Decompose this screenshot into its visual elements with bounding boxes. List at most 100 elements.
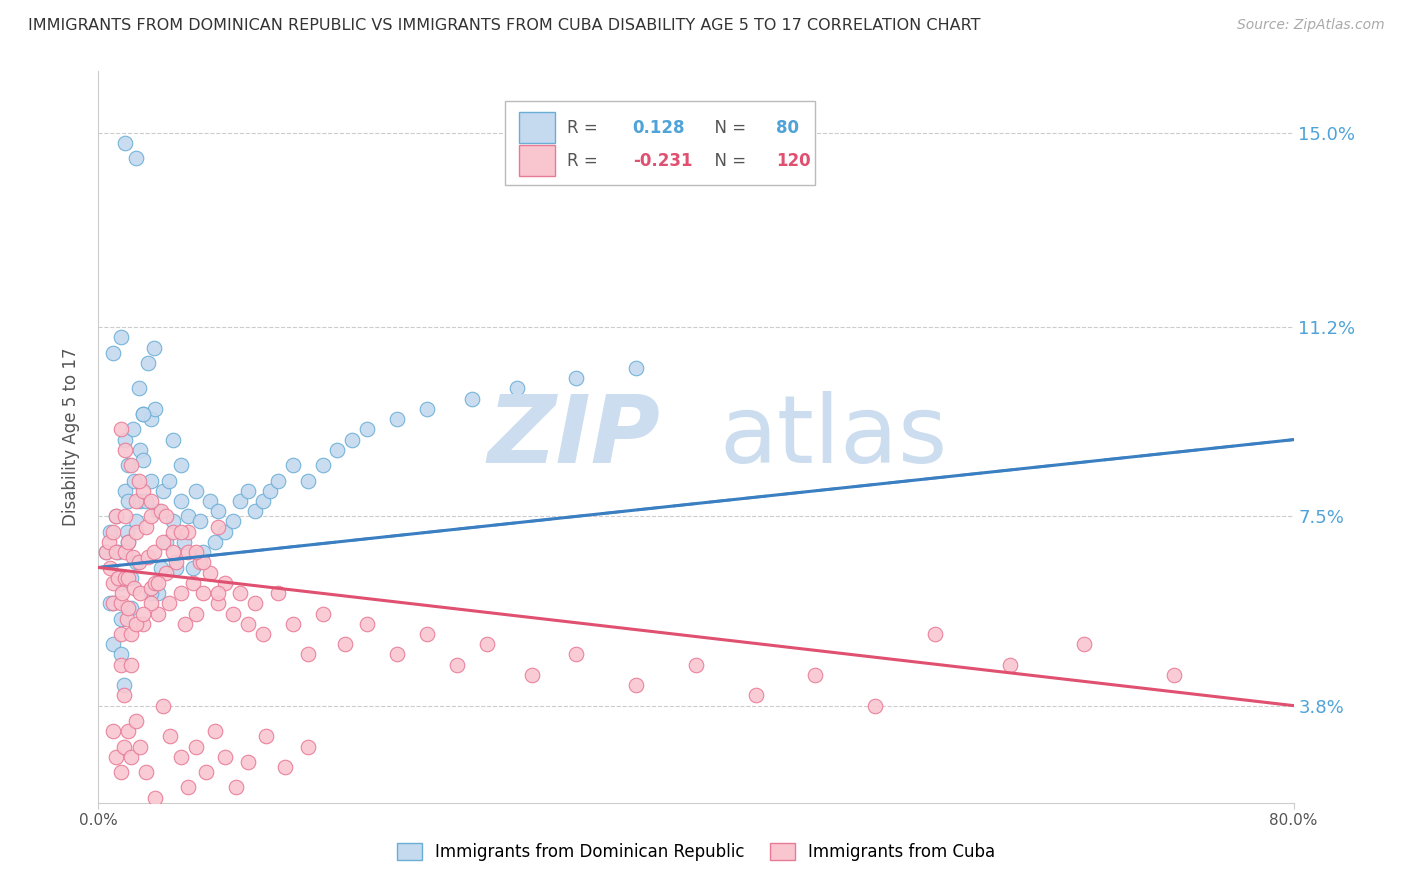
Point <box>267 586 290 600</box>
Point <box>98 524 122 539</box>
Point <box>207 596 229 610</box>
Point <box>416 401 439 416</box>
Point <box>177 545 200 559</box>
Point <box>120 571 142 585</box>
Point <box>135 519 157 533</box>
Point <box>152 535 174 549</box>
Point <box>229 586 252 600</box>
FancyBboxPatch shape <box>505 101 815 185</box>
Legend: Immigrants from Dominican Republic, Immigrants from Cuba: Immigrants from Dominican Republic, Immi… <box>389 836 1002 868</box>
Point <box>281 616 304 631</box>
Point <box>259 483 281 498</box>
Point <box>107 571 129 585</box>
Point <box>142 545 165 559</box>
Point <box>117 494 139 508</box>
Point <box>446 657 468 672</box>
Point <box>155 566 177 580</box>
Point <box>152 698 174 713</box>
Point <box>157 474 180 488</box>
Point <box>222 607 245 621</box>
Point <box>103 575 125 590</box>
Point <box>143 575 166 590</box>
Point <box>120 657 142 672</box>
Point <box>184 483 207 498</box>
Point <box>103 524 125 539</box>
Point <box>111 586 134 600</box>
Point <box>865 698 887 713</box>
Point <box>207 586 229 600</box>
FancyBboxPatch shape <box>519 112 555 143</box>
Point <box>132 407 155 421</box>
Point <box>177 509 200 524</box>
Point <box>110 612 132 626</box>
Point <box>152 483 174 498</box>
Point <box>110 765 132 780</box>
Point <box>506 382 529 396</box>
Point <box>97 535 120 549</box>
Point <box>103 724 125 739</box>
Point <box>254 729 277 743</box>
Point <box>128 555 150 569</box>
Point <box>148 575 170 590</box>
Point <box>685 657 707 672</box>
Point <box>385 648 409 662</box>
Point <box>745 689 768 703</box>
Point <box>236 755 259 769</box>
Point <box>139 581 162 595</box>
Point <box>150 504 173 518</box>
Point <box>229 494 252 508</box>
FancyBboxPatch shape <box>519 145 555 176</box>
Point <box>626 678 648 692</box>
Point <box>125 151 148 165</box>
Point <box>98 596 122 610</box>
Point <box>139 509 162 524</box>
Point <box>115 612 138 626</box>
Point <box>124 474 146 488</box>
Point <box>112 678 135 692</box>
Point <box>125 524 148 539</box>
Point <box>565 371 588 385</box>
Point <box>105 509 128 524</box>
Point <box>311 607 333 621</box>
Point <box>998 657 1021 672</box>
Point <box>107 545 129 559</box>
Point <box>1073 637 1095 651</box>
Point <box>173 535 195 549</box>
Point <box>184 607 207 621</box>
Point <box>125 515 148 529</box>
Point <box>129 442 152 457</box>
Text: 120: 120 <box>776 152 811 169</box>
Point <box>94 545 117 559</box>
Point <box>115 524 138 539</box>
Point <box>214 749 236 764</box>
Point <box>110 422 132 436</box>
Point <box>157 596 180 610</box>
Point <box>195 765 218 780</box>
Point <box>204 535 226 549</box>
Point <box>169 494 191 508</box>
Point <box>139 596 162 610</box>
Point <box>252 494 274 508</box>
Point <box>174 616 197 631</box>
Point <box>169 749 191 764</box>
Text: N =: N = <box>704 152 752 169</box>
Point <box>120 458 142 473</box>
Point <box>105 509 128 524</box>
Point <box>188 515 211 529</box>
Point <box>191 586 214 600</box>
Point <box>139 412 162 426</box>
Point <box>110 575 132 590</box>
Point <box>103 637 125 651</box>
Point <box>110 330 132 344</box>
Point <box>184 545 207 559</box>
Point <box>124 581 146 595</box>
Point <box>114 442 136 457</box>
Point <box>214 575 236 590</box>
Point <box>112 689 135 703</box>
Point <box>117 535 139 549</box>
Point <box>245 504 267 518</box>
Point <box>117 535 139 549</box>
Point <box>103 596 125 610</box>
Point <box>125 494 148 508</box>
Point <box>110 657 132 672</box>
